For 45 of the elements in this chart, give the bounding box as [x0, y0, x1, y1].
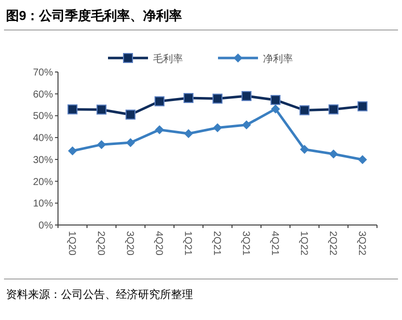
point [96, 104, 106, 115]
point [242, 91, 252, 102]
chart-title: 图9：公司季度毛利率、净利率 [6, 8, 182, 23]
point [184, 129, 193, 138]
x-tick-label: 1Q20 [66, 231, 77, 256]
point [97, 140, 106, 150]
point [358, 101, 368, 112]
x-tick-label: 1Q22 [298, 231, 309, 256]
x-tick-label: 3Q22 [356, 231, 367, 256]
y-tick-label: 70% [32, 68, 54, 78]
y-tick-label: 20% [32, 176, 54, 188]
y-tick-label: 60% [32, 89, 54, 100]
point [300, 144, 309, 154]
point [242, 120, 251, 130]
text: 资料来源：公司公告、经济研究所整理 [6, 288, 193, 301]
point [213, 123, 222, 132]
point [155, 125, 164, 134]
y-tick-label: 30% [32, 154, 54, 166]
x-tick-label: 3Q21 [240, 231, 251, 256]
x-tick-label: 3Q20 [124, 231, 135, 256]
point [328, 104, 338, 114]
x-tick-label: 4Q20 [153, 231, 164, 256]
point [184, 93, 194, 104]
x-tick-label: 2Q21 [211, 231, 222, 256]
y-tick-label: 0% [38, 220, 54, 232]
point [154, 96, 164, 106]
legend-label: 净利率 [263, 53, 293, 65]
point [126, 110, 136, 120]
x-tick-label: 2Q20 [95, 231, 106, 256]
point [270, 94, 280, 105]
point [68, 104, 78, 114]
point [126, 138, 135, 148]
y-tick-label: 10% [32, 198, 54, 210]
point [300, 105, 310, 116]
x-tick-label: 1Q21 [182, 231, 193, 256]
y-tick-label: 40% [32, 133, 54, 144]
point [358, 155, 367, 164]
point [68, 146, 77, 156]
x-tick-label: 2Q22 [327, 231, 338, 256]
legend-label: 毛利率 [153, 53, 183, 65]
point [271, 104, 280, 114]
y-tick-label: 50% [32, 111, 54, 122]
point [212, 94, 222, 104]
x-tick-label: 4Q21 [269, 231, 280, 256]
point [329, 149, 338, 158]
